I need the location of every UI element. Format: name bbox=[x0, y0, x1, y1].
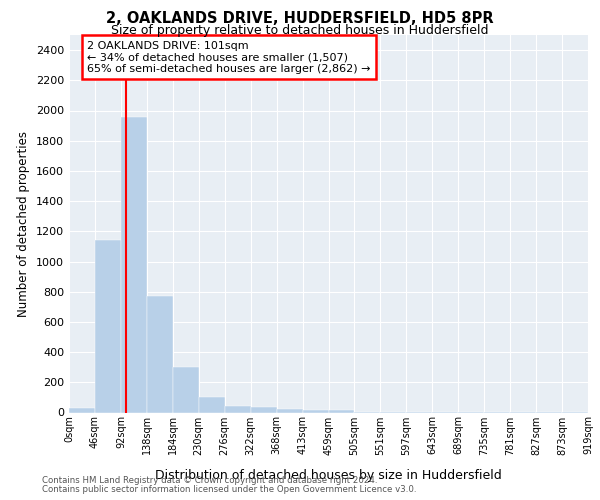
Y-axis label: Number of detached properties: Number of detached properties bbox=[17, 130, 31, 317]
Text: Contains public sector information licensed under the Open Government Licence v3: Contains public sector information licen… bbox=[42, 485, 416, 494]
Bar bbox=[277, 410, 302, 412]
Bar bbox=[302, 410, 329, 412]
Text: Contains HM Land Registry data © Crown copyright and database right 2024.: Contains HM Land Registry data © Crown c… bbox=[42, 476, 377, 485]
Bar bbox=[225, 406, 251, 412]
Bar bbox=[121, 116, 147, 412]
Text: Size of property relative to detached houses in Huddersfield: Size of property relative to detached ho… bbox=[111, 24, 489, 37]
Bar bbox=[95, 240, 121, 412]
Bar bbox=[251, 407, 277, 412]
X-axis label: Distribution of detached houses by size in Huddersfield: Distribution of detached houses by size … bbox=[155, 468, 502, 481]
Bar bbox=[69, 408, 95, 412]
Bar bbox=[147, 296, 173, 412]
Bar bbox=[329, 410, 355, 412]
Text: 2, OAKLANDS DRIVE, HUDDERSFIELD, HD5 8PR: 2, OAKLANDS DRIVE, HUDDERSFIELD, HD5 8PR bbox=[106, 11, 494, 26]
Bar bbox=[173, 367, 199, 412]
Bar bbox=[199, 398, 224, 412]
Text: 2 OAKLANDS DRIVE: 101sqm
← 34% of detached houses are smaller (1,507)
65% of sem: 2 OAKLANDS DRIVE: 101sqm ← 34% of detach… bbox=[87, 40, 371, 74]
